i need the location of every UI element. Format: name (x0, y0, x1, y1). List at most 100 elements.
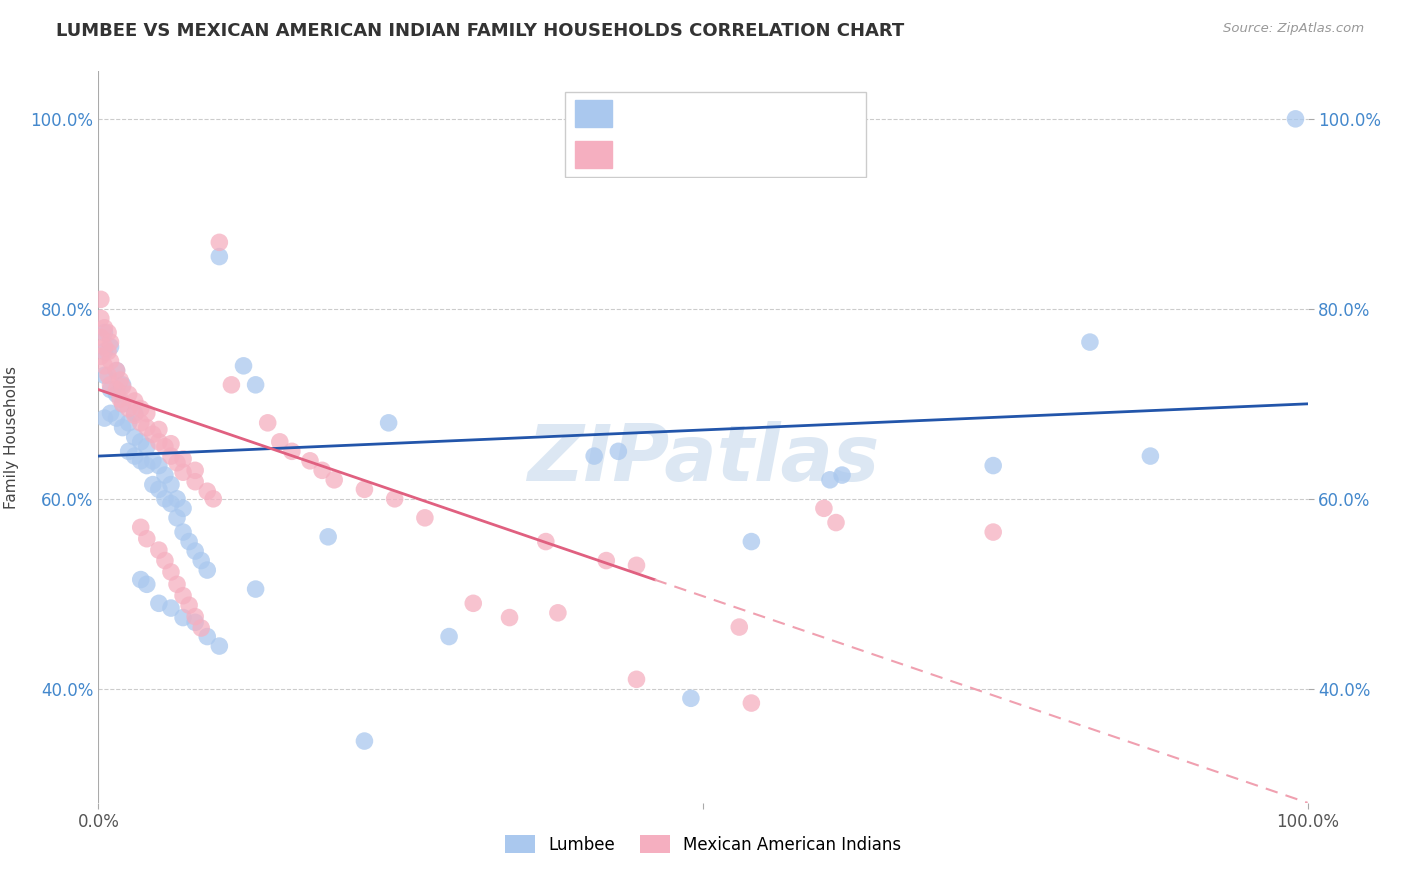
Bar (575, 100, 612, 127)
Point (626, 673, 648, 687)
Point (160, 497, 183, 511)
Point (166, 577, 188, 591)
Point (208, 639, 231, 653)
Point (124, 406, 146, 420)
Point (118, 416, 141, 430)
Point (437, 630, 460, 644)
Point (148, 422, 170, 436)
Point (148, 458, 170, 473)
Point (153, 440, 176, 454)
Point (831, 468, 853, 483)
Point (498, 610, 520, 624)
Point (93, 344, 115, 359)
Point (118, 401, 141, 416)
Point (124, 409, 146, 423)
FancyBboxPatch shape (565, 92, 866, 177)
Point (93, 359, 115, 373)
Point (740, 534, 762, 549)
Point (818, 473, 841, 487)
Point (195, 484, 218, 499)
Point (135, 577, 157, 591)
Point (221, 377, 243, 392)
Point (353, 734, 375, 748)
Point (269, 434, 291, 449)
Point (607, 444, 630, 458)
Point (160, 436, 183, 450)
Point (208, 250, 231, 264)
Point (93, 321, 115, 335)
Point (1139, 449, 1161, 463)
Point (384, 491, 406, 506)
Point (90, 349, 112, 363)
Point (626, 558, 648, 573)
Point (105, 363, 128, 377)
Point (129, 520, 152, 534)
Point (129, 416, 152, 430)
Point (153, 468, 176, 483)
Point (135, 440, 157, 454)
Point (160, 449, 183, 463)
Point (100, 406, 122, 420)
Point (129, 434, 152, 449)
Point (232, 359, 254, 373)
Point (105, 383, 128, 397)
Point (108, 373, 131, 387)
Point (129, 401, 152, 416)
Point (160, 601, 183, 615)
Point (100, 340, 122, 354)
Point (166, 491, 188, 506)
Point (105, 363, 128, 377)
Point (93, 340, 115, 354)
Point (148, 543, 170, 558)
Text: ZIPatlas: ZIPatlas (527, 421, 879, 497)
Point (184, 544, 207, 558)
Point (323, 473, 346, 487)
Point (316, 530, 339, 544)
Point (166, 511, 188, 525)
Point (728, 620, 751, 634)
Point (93, 368, 115, 383)
Point (353, 483, 375, 497)
Point (100, 377, 122, 392)
Point (100, 354, 122, 368)
Point (184, 475, 207, 489)
Point (90, 311, 112, 326)
Point (153, 553, 176, 567)
Point (679, 691, 702, 706)
Point (172, 501, 194, 516)
Point (142, 454, 165, 468)
Point (413, 511, 436, 525)
Point (377, 416, 399, 430)
Point (111, 380, 134, 394)
Point (105, 387, 128, 401)
Point (281, 444, 304, 458)
Point (245, 377, 267, 392)
Point (135, 458, 157, 473)
Point (111, 397, 134, 411)
Point (172, 610, 194, 624)
Point (118, 444, 141, 458)
Point (190, 553, 212, 567)
Point (1284, 112, 1306, 126)
Point (534, 534, 557, 549)
Text: R =  0.094    N = 47: R = 0.094 N = 47 (624, 106, 786, 120)
Point (129, 573, 152, 587)
Y-axis label: Family Households: Family Households (4, 366, 20, 508)
Point (90, 330, 112, 344)
Legend: Lumbee, Mexican American Indians: Lumbee, Mexican American Indians (498, 829, 908, 860)
Point (142, 477, 165, 491)
Point (981, 524, 1004, 539)
Point (160, 565, 183, 579)
Point (108, 392, 131, 406)
Point (111, 377, 134, 392)
Point (547, 606, 569, 620)
Point (172, 451, 194, 466)
Text: LUMBEE VS MEXICAN AMERICAN INDIAN FAMILY HOUSEHOLDS CORRELATION CHART: LUMBEE VS MEXICAN AMERICAN INDIAN FAMILY… (56, 22, 904, 40)
Point (97, 344, 120, 359)
Point (256, 416, 278, 430)
Text: R = -0.378   N = 60: R = -0.378 N = 60 (624, 147, 782, 161)
Point (93, 411, 115, 425)
Point (299, 454, 322, 468)
Point (129, 454, 152, 468)
Point (135, 532, 157, 546)
